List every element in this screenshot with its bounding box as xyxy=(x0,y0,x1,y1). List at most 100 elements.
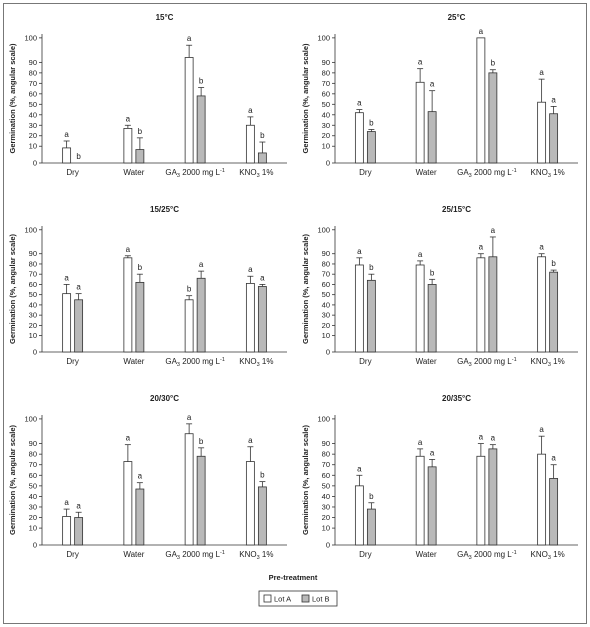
y-tick-label: 50 xyxy=(322,290,330,299)
y-tick-label: 50 xyxy=(322,481,330,490)
category-label: Water xyxy=(123,168,144,177)
bar-lot-a-ga3-2000-mg-l-1 xyxy=(476,37,486,164)
bar-lot-b-dry xyxy=(366,508,376,546)
y-tick-label: 70 xyxy=(322,79,330,88)
panel-title: 25°C xyxy=(448,13,466,22)
panel-20-35-c: 20/35°C Germination (%, angular scale) 0 10… xyxy=(301,394,578,561)
bar-lot-a-water xyxy=(123,257,133,353)
bar-lot-a-dry xyxy=(62,516,72,546)
y-tick-label: 50 xyxy=(29,290,37,299)
bar-lot-a-kno3-1 xyxy=(537,256,547,353)
y-tick-label: 60 xyxy=(322,89,330,98)
bar-lot-a-ga3-2000-mg-l-1 xyxy=(184,433,194,546)
significance-letter: a xyxy=(64,130,69,139)
y-tick-label: 70 xyxy=(29,270,37,279)
bar-lot-a-kno3-1 xyxy=(537,101,547,164)
y-tick-label: 30 xyxy=(322,311,330,320)
significance-letter: b xyxy=(260,471,265,480)
category-label: KNO3 1% xyxy=(531,168,565,179)
y-tick-label: 20 xyxy=(322,321,330,330)
y-tick-label: 0 xyxy=(326,159,330,168)
category-label: Water xyxy=(123,550,144,559)
bar-lot-b-ga3-2000-mg-l-1 xyxy=(196,455,206,546)
category-label: KNO3 1% xyxy=(239,550,273,561)
significance-letter: a xyxy=(64,498,69,507)
significance-letter: b xyxy=(551,259,556,268)
y-tick-label: 10 xyxy=(29,331,37,340)
y-tick-label: 100 xyxy=(24,225,37,234)
y-tick-label: 100 xyxy=(24,33,37,42)
y-axis-label: Germination (%, angular scale) xyxy=(301,233,310,344)
significance-letter: a xyxy=(539,425,544,434)
significance-letter: a xyxy=(418,250,423,259)
bar-lot-b-ga3-2000-mg-l-1 xyxy=(488,256,498,353)
bar-lot-b-dry xyxy=(366,131,376,164)
y-tick-label: 70 xyxy=(29,79,37,88)
bar-lot-b-dry xyxy=(74,299,84,353)
y-tick-label: 30 xyxy=(322,502,330,511)
y-tick-label: 70 xyxy=(322,460,330,469)
y-tick-label: 60 xyxy=(322,280,330,289)
bar-lot-a-kno3-1 xyxy=(245,461,255,546)
bar-lot-a-ga3-2000-mg-l-1 xyxy=(184,57,194,164)
bar-lot-b-kno3-1 xyxy=(549,478,559,546)
significance-letter: a xyxy=(357,247,362,256)
bar-lot-b-water xyxy=(135,488,145,546)
bar-lot-b-ga3-2000-mg-l-1 xyxy=(488,72,498,164)
bar-lot-b-dry xyxy=(74,517,84,546)
significance-letter: b xyxy=(138,263,143,272)
category-label: GA3 2000 mg L-1 xyxy=(165,550,225,561)
y-tick-label: 60 xyxy=(29,89,37,98)
panel-title: 20/35°C xyxy=(442,394,471,403)
bar-lot-a-dry xyxy=(354,485,364,546)
significance-letter: a xyxy=(418,58,423,67)
y-tick-label: 40 xyxy=(29,492,37,501)
y-tick-label: 40 xyxy=(322,492,330,501)
significance-letter: a xyxy=(430,80,435,89)
panel-title: 25/15°C xyxy=(442,205,471,214)
category-label: Dry xyxy=(66,550,78,559)
bar-lot-b-ga3-2000-mg-l-1 xyxy=(196,95,206,164)
y-tick-label: 0 xyxy=(33,159,37,168)
significance-letter: b xyxy=(76,152,81,161)
bar-lot-a-ga3-2000-mg-l-1 xyxy=(184,299,194,353)
significance-letter: a xyxy=(479,243,484,252)
bar-lot-b-ga3-2000-mg-l-1 xyxy=(488,448,498,546)
figure-frame xyxy=(3,3,587,624)
bar-lot-a-water xyxy=(415,455,425,546)
y-tick-label: 100 xyxy=(317,225,330,234)
y-tick-label: 80 xyxy=(29,68,37,77)
legend-label-lot-b: Lot B xyxy=(312,595,330,604)
category-label: GA3 2000 mg L-1 xyxy=(457,550,517,561)
category-label: Water xyxy=(416,168,437,177)
significance-letter: a xyxy=(76,501,81,510)
significance-letter: a xyxy=(187,413,192,422)
y-tick-label: 0 xyxy=(326,541,330,550)
y-tick-label: 80 xyxy=(322,68,330,77)
bar-lot-b-kno3-1 xyxy=(257,286,267,353)
y-axis-label: Germination (%, angular scale) xyxy=(8,43,17,154)
category-label: Dry xyxy=(359,357,371,366)
bar-lot-b-kno3-1 xyxy=(257,152,267,164)
y-tick-label: 40 xyxy=(29,110,37,119)
bar-lot-b-dry xyxy=(366,279,376,353)
bar-lot-a-dry xyxy=(354,264,364,353)
category-label: GA3 2000 mg L-1 xyxy=(457,357,517,368)
panel-15-c: 15°C Germination (%, angular scale) 0 10 203… xyxy=(8,13,287,179)
significance-letter: b xyxy=(369,263,374,272)
y-tick-label: 20 xyxy=(29,513,37,522)
significance-letter: b xyxy=(187,285,192,294)
bar-lot-b-water xyxy=(135,149,145,164)
bar-lot-a-water xyxy=(415,81,425,164)
category-label: KNO3 1% xyxy=(531,550,565,561)
bar-lot-a-water xyxy=(123,461,133,546)
bar-lot-a-kno3-1 xyxy=(537,453,547,546)
significance-letter: b xyxy=(491,59,496,68)
significance-letter: a xyxy=(491,434,496,443)
bar-lot-a-dry xyxy=(62,147,72,164)
significance-letter: a xyxy=(126,434,131,443)
significance-letter: a xyxy=(479,433,484,442)
bar-lot-a-kno3-1 xyxy=(245,283,255,353)
panel-20-30-c: 20/30°C Germination (%, angular scale) 0 10… xyxy=(8,394,287,561)
bar-lot-b-kno3-1 xyxy=(257,486,267,546)
